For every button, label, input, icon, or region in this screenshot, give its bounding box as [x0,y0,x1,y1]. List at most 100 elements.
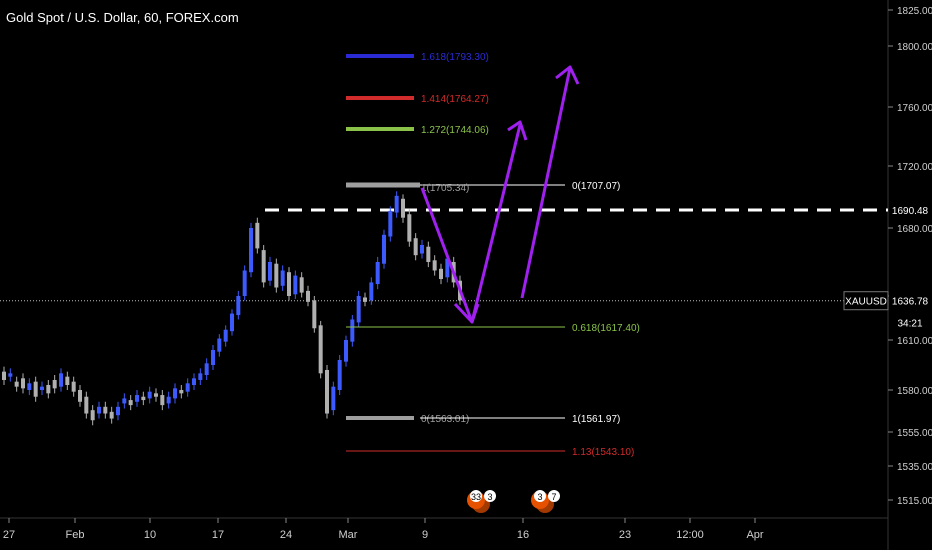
candle-body [192,378,196,385]
candle-body [344,340,348,362]
candle-body [185,383,190,392]
candle-body [274,263,279,288]
event-count: 3 [537,492,542,502]
candle-body [420,245,424,254]
candle-body [413,238,418,256]
arrow-head-down [453,302,480,324]
fib-level-label: 1.272(1744.06) [421,125,489,136]
candle-body [394,195,399,213]
x-tick-label: 27 [3,529,15,541]
candle-body [217,338,222,352]
y-tick-label: 1825.00 [897,6,932,17]
arrow-head-up-1 [507,120,528,141]
arrow-head-up-2 [555,65,580,85]
candle-body [160,395,165,406]
candle-body [369,282,374,301]
candle-body [179,390,184,394]
candle-body [261,250,266,283]
candle-body [122,398,127,404]
candle-body [128,400,133,406]
event-badge [470,490,482,502]
event-count-sub: 7 [551,492,556,502]
candle-body [147,391,152,399]
x-tick-label: 24 [280,529,292,541]
candle-body [154,393,158,397]
candle-body [382,234,386,264]
fib-level-label: 1.618(1793.30) [421,52,489,63]
candle-body [21,378,25,389]
x-tick-label: 16 [517,529,529,541]
x-tick-label: 10 [144,529,156,541]
resistance-price-tag: 1690.48 [892,206,929,217]
candle-body [432,260,437,271]
y-tick-label: 1760.00 [897,103,932,114]
candle-body [2,371,6,380]
candle-body [40,386,44,390]
candle-body [255,222,260,249]
candle-body [325,370,329,414]
candle-body [33,381,38,397]
candle-body [331,386,336,411]
event-badge-sub [548,490,560,502]
chart-title: Gold Spot / U.S. Dollar, 60, FOREX.com [6,10,239,25]
candle-body [445,258,450,278]
candle-body [52,380,57,389]
candle-body [8,373,13,377]
y-tick-label: 1580.00 [897,386,932,397]
candle-body [293,275,298,295]
y-tick-label: 1680.00 [897,224,932,235]
fib-level-label: 1(1561.97) [572,414,620,425]
candle-body [84,396,89,414]
fib-level-label: 0(1563.01) [421,414,469,425]
y-tick-label: 1555.00 [897,428,932,439]
candle-body [103,406,108,414]
candle-body [312,300,317,329]
y-tick-label: 1535.00 [897,462,932,473]
candle-body [337,360,342,390]
candle-body [97,406,101,414]
candle-body [306,290,310,302]
y-tick-label: 1610.00 [897,336,932,347]
fib-level-label: 0(1707.07) [572,181,620,192]
candle-body [71,381,76,392]
y-tick-label: 1800.00 [897,42,932,53]
candle-body [90,410,95,421]
candle-body [204,363,209,375]
symbol-tag-bg [843,291,889,311]
x-tick-label: 23 [619,529,631,541]
candle-body [46,385,51,394]
candle-body [198,373,203,380]
candle-body [299,277,304,293]
candle-body [27,383,32,390]
candle-body [356,296,361,323]
candle-body [14,381,19,387]
candle-body [166,396,171,404]
candle-body [223,329,228,342]
x-tick-label: Feb [66,529,85,541]
candle-body [268,262,272,281]
candle-body [135,395,139,402]
fib-level-label: 1(1705.34) [421,183,469,194]
candle-body [426,246,431,262]
last-price-tag: 1636.78 [892,297,929,308]
projection-arrow-path [420,124,522,324]
candle-body [280,270,285,286]
candle-body [407,214,412,242]
candle-body [350,319,355,342]
fib-level-label: 1.13(1543.10) [572,447,634,458]
candle-body [65,376,70,385]
candle-body [236,296,241,316]
projection-arrow-long [520,67,572,299]
fib-level-label: 1.414(1764.27) [421,94,489,105]
x-tick-label: 12:00 [676,529,704,541]
x-tick-label: Mar [339,529,358,541]
candle-body [439,268,443,279]
candle-body [116,406,120,416]
candle-body [211,350,215,365]
countdown-tag-bg [889,313,932,332]
candle-body [173,388,177,399]
candle-body [287,272,291,296]
resistance-price-tag-bg [889,201,932,219]
countdown-tag: 34:21 [897,319,922,330]
